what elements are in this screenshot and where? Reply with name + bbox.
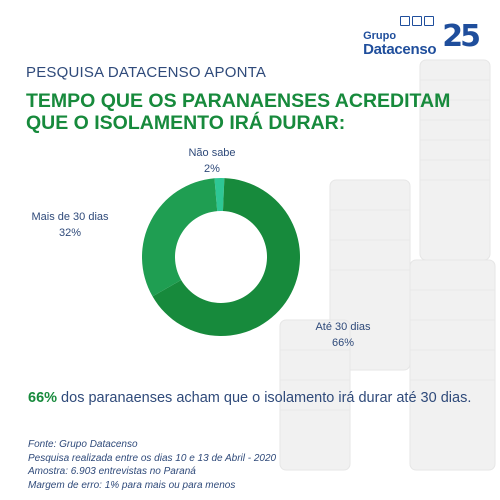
donut-slice-ate-30-dias [152, 178, 300, 336]
donut-slice-mais-de-30-dias [142, 178, 218, 297]
conclusion-body: dos paranaenses acham que o isolamento i… [57, 390, 472, 406]
footnotes: Fonte: Grupo Datacenso Pesquisa realizad… [28, 438, 276, 492]
logo-group-text: Grupo [363, 30, 397, 42]
logo-name-text: Datacenso [363, 41, 437, 58]
slice-value-mais-de-30-dias: 32% [59, 227, 81, 239]
footnote-period: Pesquisa realizada entre os dias 10 e 13… [28, 452, 277, 464]
slice-label-ate-30-dias: Até 30 dias [315, 321, 371, 333]
logo-anniversary-badge: 25 [442, 19, 481, 54]
title-line-2: QUE O ISOLAMENTO IRÁ DURAR: [26, 112, 346, 134]
conclusion-highlight: 66% [28, 390, 58, 406]
chart-title: TEMPO QUE OS PARANAENSES ACREDITAM QUE O… [26, 90, 466, 134]
footnote-sample: Amostra: 6.903 entrevistas no Paraná [28, 466, 196, 477]
donut-slice-nao-sabe [214, 178, 225, 212]
title-line-1: TEMPO QUE OS PARANAENSES ACREDITAM [26, 90, 451, 112]
slice-value-nao-sabe: 2% [204, 163, 220, 175]
footnote-source: Fonte: Grupo Datacenso [28, 439, 138, 450]
slice-value-ate-30-dias: 66% [332, 337, 354, 349]
footnote-margin: Margem de erro: 1% para mais ou para men… [28, 479, 236, 491]
slice-label-mais-de-30-dias: Mais de 30 dias [31, 211, 109, 223]
slice-label-nao-sabe: Não sabe [188, 147, 235, 159]
subheading: PESQUISA DATACENSO APONTA [26, 64, 267, 81]
logo-icons [400, 16, 435, 26]
datacenso-logo: Grupo Datacenso 25 [363, 16, 481, 58]
conclusion-text: 66% dos paranaenses acham que o isolamen… [28, 390, 488, 406]
